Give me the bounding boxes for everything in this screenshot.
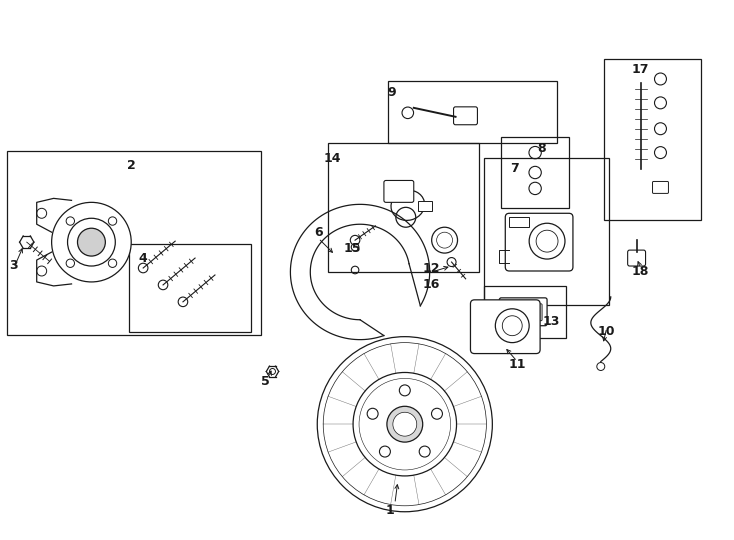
- Text: 1: 1: [385, 504, 394, 517]
- Bar: [501, 137, 569, 208]
- Circle shape: [139, 263, 148, 273]
- Circle shape: [379, 446, 390, 457]
- Circle shape: [159, 280, 168, 289]
- Circle shape: [529, 223, 565, 259]
- Text: 9: 9: [388, 86, 396, 99]
- Circle shape: [178, 297, 188, 307]
- Text: 16: 16: [423, 279, 440, 292]
- Text: 10: 10: [598, 325, 616, 338]
- Bar: [604, 59, 701, 220]
- Text: 3: 3: [10, 259, 18, 272]
- Circle shape: [393, 412, 417, 436]
- Text: 5: 5: [261, 375, 270, 388]
- Text: 4: 4: [139, 252, 148, 265]
- Bar: [388, 81, 557, 143]
- Text: 11: 11: [509, 358, 526, 371]
- Bar: [418, 201, 432, 211]
- Bar: [129, 244, 250, 332]
- Bar: [484, 286, 566, 338]
- Circle shape: [419, 446, 430, 457]
- Bar: [484, 158, 608, 305]
- Text: 14: 14: [324, 152, 341, 165]
- Circle shape: [68, 218, 115, 266]
- FancyBboxPatch shape: [505, 213, 573, 271]
- Circle shape: [387, 406, 423, 442]
- Text: 12: 12: [423, 261, 440, 274]
- FancyBboxPatch shape: [628, 250, 646, 266]
- Text: 15: 15: [344, 241, 361, 255]
- Text: 8: 8: [537, 142, 545, 155]
- Circle shape: [495, 309, 529, 342]
- Circle shape: [78, 228, 106, 256]
- FancyBboxPatch shape: [454, 107, 477, 125]
- Bar: [328, 143, 479, 272]
- Circle shape: [399, 385, 410, 396]
- Circle shape: [447, 258, 456, 267]
- Text: 2: 2: [127, 159, 136, 172]
- FancyBboxPatch shape: [499, 298, 547, 326]
- Circle shape: [432, 408, 443, 419]
- Ellipse shape: [391, 190, 424, 220]
- Circle shape: [402, 107, 413, 119]
- FancyBboxPatch shape: [384, 180, 414, 202]
- Circle shape: [367, 408, 378, 419]
- Bar: [509, 217, 529, 227]
- Text: 7: 7: [510, 162, 519, 175]
- FancyBboxPatch shape: [653, 181, 669, 193]
- FancyBboxPatch shape: [470, 300, 540, 354]
- Bar: [7, 151, 261, 335]
- Text: 18: 18: [632, 266, 650, 279]
- Text: 17: 17: [632, 63, 650, 76]
- Circle shape: [51, 202, 131, 282]
- FancyBboxPatch shape: [504, 304, 542, 321]
- Circle shape: [350, 235, 360, 245]
- Text: 6: 6: [314, 226, 322, 239]
- Text: 13: 13: [542, 315, 560, 328]
